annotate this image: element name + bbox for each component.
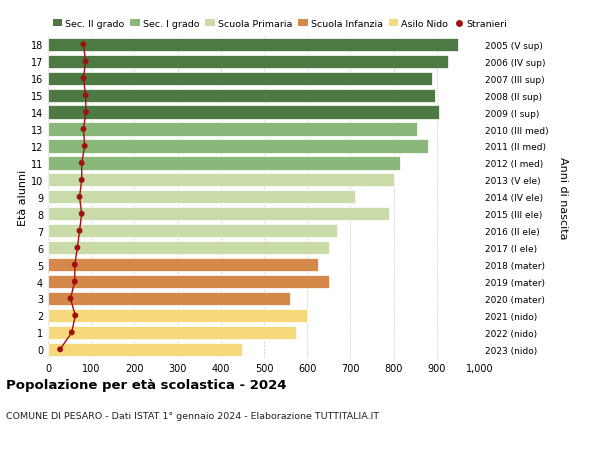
- Y-axis label: Età alunni: Età alunni: [18, 169, 28, 225]
- Point: [77, 211, 86, 218]
- Y-axis label: Anni di nascita: Anni di nascita: [558, 156, 568, 239]
- Bar: [48, 207, 389, 221]
- Point: [81, 92, 91, 100]
- Bar: [48, 73, 433, 85]
- Bar: [48, 275, 329, 289]
- Point: [70, 312, 80, 319]
- Bar: [48, 106, 439, 119]
- Bar: [48, 241, 329, 255]
- Text: COMUNE DI PESARO - Dati ISTAT 1° gennaio 2024 - Elaborazione TUTTITALIA.IT: COMUNE DI PESARO - Dati ISTAT 1° gennaio…: [6, 411, 379, 420]
- Point: [75, 228, 85, 235]
- Bar: [48, 326, 296, 339]
- Point: [67, 329, 77, 336]
- Point: [65, 295, 75, 302]
- Point: [79, 41, 88, 49]
- Point: [75, 194, 85, 201]
- Bar: [48, 90, 434, 102]
- Point: [70, 278, 80, 285]
- Bar: [48, 140, 428, 153]
- Point: [79, 126, 88, 134]
- Bar: [48, 174, 394, 187]
- Point: [77, 177, 86, 184]
- Bar: [48, 292, 290, 305]
- Point: [81, 109, 91, 117]
- Legend: Sec. II grado, Sec. I grado, Scuola Primaria, Scuola Infanzia, Asilo Nido, Stran: Sec. II grado, Sec. I grado, Scuola Prim…: [53, 20, 508, 29]
- Bar: [48, 343, 242, 356]
- Text: Popolazione per età scolastica - 2024: Popolazione per età scolastica - 2024: [6, 379, 287, 392]
- Bar: [48, 123, 418, 136]
- Bar: [48, 56, 448, 69]
- Point: [81, 58, 91, 66]
- Bar: [48, 39, 458, 52]
- Point: [73, 245, 82, 252]
- Bar: [48, 258, 318, 272]
- Bar: [48, 157, 400, 170]
- Point: [55, 346, 65, 353]
- Point: [80, 143, 89, 150]
- Bar: [48, 224, 337, 238]
- Point: [70, 261, 80, 269]
- Point: [79, 75, 88, 83]
- Bar: [48, 309, 307, 322]
- Point: [77, 160, 86, 167]
- Bar: [48, 191, 355, 204]
